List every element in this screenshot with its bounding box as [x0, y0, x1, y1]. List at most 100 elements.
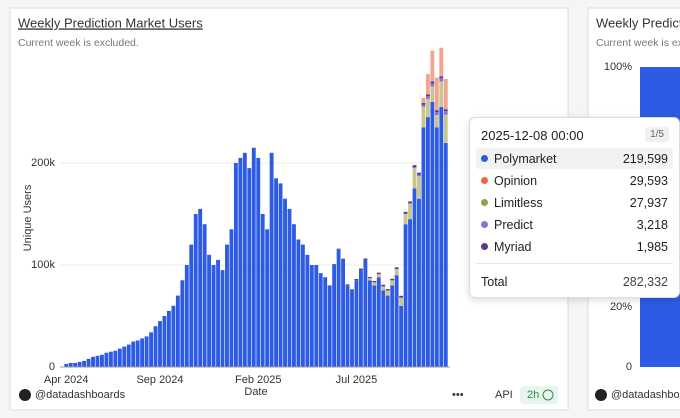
series-name: Opinion — [494, 173, 538, 188]
check-icon — [542, 389, 554, 401]
bar-segment — [430, 101, 435, 368]
side-title[interactable]: Weekly Predictio — [596, 15, 680, 30]
bar-segment — [376, 274, 381, 278]
bar-segment — [358, 268, 363, 271]
bar-segment — [399, 295, 404, 298]
bar-segment — [381, 290, 386, 367]
bar-segment — [439, 47, 444, 77]
bar-segment — [323, 277, 328, 367]
bar-segment — [82, 360, 87, 367]
bar-segment — [358, 270, 363, 367]
bar-segment — [443, 79, 448, 110]
bar-segment — [341, 259, 346, 367]
bar-segment — [233, 163, 238, 367]
bar-segment — [131, 341, 136, 367]
bar-segment — [86, 358, 91, 367]
bar-segment — [390, 280, 395, 286]
bar-segment — [363, 259, 368, 367]
bar-segment — [184, 265, 189, 367]
tooltip-row: Limitless 27,937 — [476, 192, 673, 213]
bar-segment — [149, 332, 154, 367]
bar-segment — [421, 97, 426, 104]
bar-segment — [381, 284, 386, 287]
bar-segment — [372, 285, 377, 367]
bar-segment — [104, 352, 109, 367]
bar-segment — [367, 280, 372, 367]
bar-segment — [95, 355, 100, 367]
bar-segment — [403, 214, 408, 225]
chart-title[interactable]: Weekly Prediction Market Users — [18, 15, 203, 30]
bar-segment — [256, 157, 261, 367]
side-handle[interactable]: @datadashbo — [611, 389, 680, 401]
bar-segment — [100, 354, 104, 367]
bar-segment — [269, 152, 274, 367]
bar-segment — [327, 285, 332, 367]
bar-segment — [425, 117, 430, 367]
bar-segment — [309, 265, 314, 367]
bar-segment — [345, 285, 350, 367]
bar-segment — [394, 275, 399, 367]
tooltip-total: Total 282,332 — [476, 271, 673, 292]
series-value: 3,218 — [636, 217, 668, 232]
bar-segment — [350, 290, 354, 367]
tooltip-row: Predict 3,218 — [476, 214, 673, 235]
legend-dot — [481, 221, 488, 228]
bar-segment — [403, 211, 408, 214]
legend-dot — [481, 243, 488, 250]
series-value: 1,985 — [636, 239, 668, 254]
bar-segment — [135, 340, 140, 367]
bar-segment — [68, 362, 73, 367]
series-value: 29,593 — [629, 173, 668, 188]
bar-segment — [434, 127, 439, 367]
more-button[interactable]: ••• — [452, 389, 464, 401]
bar-segment — [385, 290, 390, 296]
legend-dot — [481, 199, 488, 206]
bar-segment — [345, 284, 350, 286]
total-label: Total — [481, 274, 508, 289]
bar-segment — [403, 224, 408, 367]
bar-segment — [207, 254, 212, 367]
bar-segment — [421, 106, 426, 128]
bar-segment — [434, 77, 439, 111]
bar-segment — [439, 106, 444, 368]
series-name: Polymarket — [494, 151, 557, 166]
bar-segment — [430, 81, 435, 84]
bar-segment — [265, 229, 270, 367]
bar-segment — [412, 167, 417, 169]
legend-dot — [481, 177, 488, 184]
bar-segment — [251, 147, 256, 367]
bar-segment — [350, 289, 354, 291]
bar-segment — [443, 143, 448, 367]
api-button[interactable]: API — [495, 389, 513, 401]
bar-segment — [434, 115, 439, 128]
bar-segment — [211, 265, 216, 367]
bar-segment — [417, 176, 421, 199]
bar-segment — [300, 244, 305, 367]
tooltip: 2025-12-08 00:00 1/5 Polymarket 219,599 Op… — [469, 117, 680, 298]
bar-segment — [193, 214, 198, 367]
bar-segment — [126, 344, 131, 367]
bar-segment — [158, 321, 162, 367]
bar-segment — [314, 265, 319, 367]
bar-segment — [403, 213, 408, 214]
bar-segment — [367, 278, 372, 281]
side-subtitle: Current week is ex — [596, 37, 680, 49]
bar-segment — [91, 356, 95, 367]
bar-segment — [412, 165, 417, 168]
bar-segment — [162, 316, 167, 367]
avatar — [595, 389, 607, 401]
legend-dot — [481, 155, 488, 162]
bar-segment — [390, 285, 395, 367]
handle[interactable]: @datadashboards — [35, 389, 126, 401]
bar-segment — [421, 103, 426, 105]
bar-segment — [425, 74, 430, 95]
tooltip-row: Myriad 1,985 — [476, 236, 673, 257]
bar-segment — [122, 346, 127, 367]
x-tick-label: Sep 2024 — [136, 374, 183, 386]
tooltip-title: 2025-12-08 00:00 — [481, 128, 584, 143]
bar-segment — [412, 168, 417, 189]
series-value: 27,937 — [629, 195, 668, 210]
age: 2h — [527, 389, 539, 401]
bar-segment — [189, 244, 194, 367]
